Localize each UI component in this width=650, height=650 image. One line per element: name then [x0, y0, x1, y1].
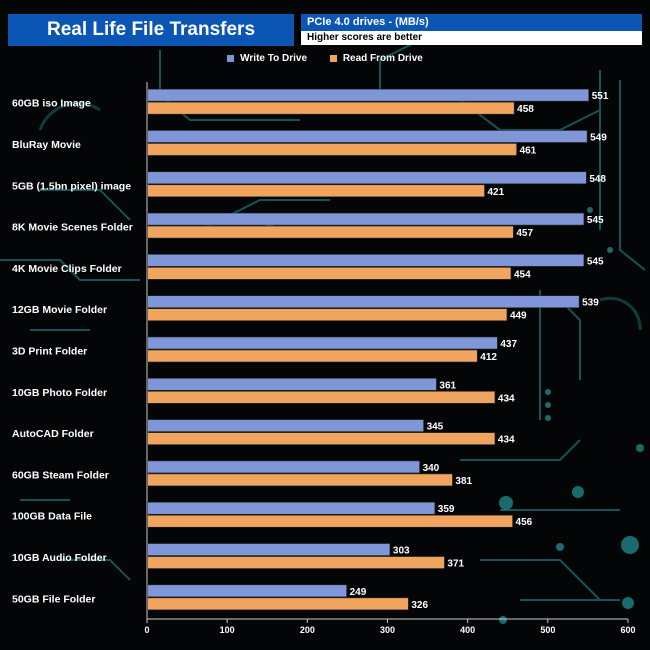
bar-read [147, 225, 514, 239]
bar-write [147, 419, 424, 432]
bar-read [147, 308, 508, 321]
data-label: 461 [520, 145, 537, 156]
legend: Write To Drive Read From Drive [0, 53, 650, 65]
category-label: 60GB iso Image [12, 98, 91, 110]
category-label: 12GB Movie Folder [12, 304, 107, 316]
x-tick-label: 100 [220, 625, 235, 635]
bar-write [147, 460, 420, 474]
data-label: 249 [350, 587, 367, 598]
bar-write [147, 212, 585, 226]
x-tick-label: 300 [380, 625, 395, 635]
bar-read [147, 184, 485, 198]
category-label: AutoCAD Folder [12, 428, 94, 440]
bar-read [147, 432, 496, 445]
chart-title: Real Life File Transfers [8, 14, 294, 46]
legend-item-write: Write To Drive [227, 53, 307, 64]
category-label: 4K Movie Clips Folder [12, 263, 122, 275]
data-label: 545 [587, 256, 604, 267]
bar-write [147, 584, 347, 598]
bar-read [147, 267, 512, 280]
bar-read [147, 514, 513, 528]
x-tick-label: 500 [540, 625, 555, 635]
legend-label-write: Write To Drive [240, 53, 308, 64]
category-label: 10GB Audio Folder [12, 552, 107, 564]
bar-write [147, 543, 391, 556]
data-label: 421 [488, 187, 505, 198]
data-label: 434 [498, 435, 515, 446]
data-label: 303 [393, 546, 410, 557]
data-label: 434 [498, 393, 515, 404]
bar-write [147, 501, 436, 515]
data-label: 381 [455, 476, 472, 487]
bar-write [147, 378, 437, 391]
bar-read [147, 349, 478, 363]
data-label: 345 [427, 422, 444, 433]
bar-read [147, 473, 453, 487]
bar-write [147, 336, 498, 350]
bar-write [147, 130, 588, 143]
data-label: 549 [590, 132, 607, 143]
category-label: 60GB Steam Folder [12, 469, 109, 481]
bar-read [147, 391, 496, 404]
chart-subtitle: PCIe 4.0 drives - (MB/s) [298, 14, 642, 31]
data-label: 449 [510, 311, 527, 322]
bar-write [147, 171, 587, 185]
data-label: 361 [439, 380, 456, 391]
x-tick-label: 400 [460, 625, 475, 635]
legend-swatch-read [329, 55, 337, 62]
legend-label-read: Read From Drive [342, 53, 423, 64]
data-label: 539 [582, 298, 599, 309]
x-tick-label: 200 [300, 625, 315, 635]
category-label: 100GB Data File [12, 511, 92, 523]
bar-write [147, 295, 580, 308]
data-label: 371 [447, 559, 464, 570]
data-label: 454 [514, 269, 531, 280]
category-label: 3D Print Folder [12, 346, 87, 358]
bar-read [147, 143, 517, 156]
category-label: BluRay Movie [12, 139, 81, 151]
category-label: 50GB File Folder [12, 593, 95, 605]
x-tick-label: 0 [144, 625, 149, 635]
data-label: 437 [500, 339, 517, 350]
bar-read [147, 597, 409, 611]
category-label: 10GB Photo Folder [12, 387, 107, 399]
bar-read [147, 101, 515, 115]
category-label: 5GB (1.5bn pixel) image [12, 180, 131, 192]
data-label: 457 [516, 228, 533, 239]
data-label: 458 [517, 104, 534, 115]
legend-item-read: Read From Drive [329, 53, 423, 64]
bar-write [147, 88, 590, 102]
data-label: 548 [589, 174, 606, 185]
data-label: 340 [423, 463, 440, 474]
data-label: 545 [587, 215, 604, 226]
x-tick-label: 600 [620, 625, 635, 635]
bar-read [147, 556, 445, 569]
data-label: 456 [516, 517, 533, 528]
data-label: 326 [411, 600, 428, 611]
legend-swatch-write [227, 55, 235, 62]
category-label: 8K Movie Scenes Folder [12, 222, 133, 234]
data-label: 412 [480, 352, 497, 363]
data-label: 551 [592, 91, 609, 102]
bar-write [147, 254, 585, 267]
chart-note: Higher scores are better [298, 31, 642, 45]
data-label: 359 [438, 504, 455, 515]
